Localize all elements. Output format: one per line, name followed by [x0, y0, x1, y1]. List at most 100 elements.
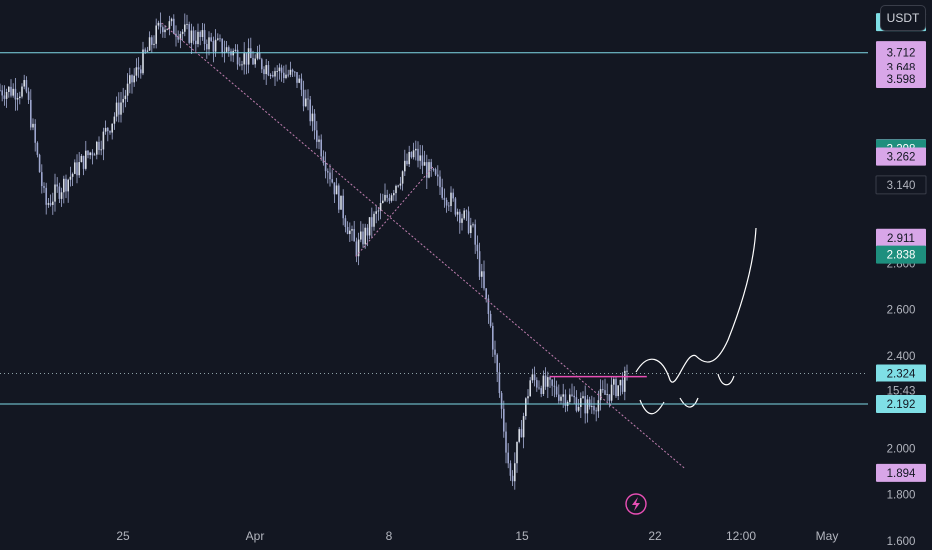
candle-body — [626, 370, 628, 372]
candle-body — [252, 57, 254, 65]
candle-body — [3, 95, 6, 99]
candle-body — [531, 374, 534, 381]
currency-button[interactable]: USDT — [880, 5, 926, 31]
candle-body — [386, 194, 388, 198]
candle-body — [115, 102, 118, 117]
candle-body — [184, 24, 186, 32]
y-tick-label: 2.000 — [887, 443, 916, 455]
price-label: 3.712 — [887, 48, 916, 60]
candle-body — [604, 390, 606, 395]
candle-body — [58, 186, 61, 199]
candle-body — [203, 30, 206, 45]
price-label: 2.838 — [887, 250, 916, 262]
candle-body — [331, 179, 333, 183]
candle-body — [164, 29, 166, 33]
candle-body — [82, 155, 85, 169]
candle-body — [395, 185, 397, 194]
candle-body — [514, 463, 516, 482]
candle-body — [344, 218, 347, 227]
candle-body — [349, 230, 351, 234]
candle-body — [595, 410, 597, 412]
time-axis[interactable]: 25 Apr 8 15 22 12:00 May — [116, 529, 838, 543]
candle-body — [126, 83, 129, 96]
candle-body — [415, 148, 417, 151]
candle-body — [230, 51, 232, 56]
candle-body — [190, 30, 193, 43]
candle-body — [357, 239, 360, 257]
candle-body — [375, 211, 377, 214]
price-axis[interactable]: 3.7002.8002.6002.4002.0001.8001.6003.844… — [868, 0, 932, 550]
candle-body — [305, 98, 307, 107]
candle-body — [399, 183, 402, 186]
candle-body — [118, 102, 120, 115]
candle-body — [454, 198, 457, 215]
candle-body — [91, 152, 94, 156]
candle-body — [434, 169, 437, 175]
candle-body — [49, 203, 52, 205]
candle-body — [569, 394, 571, 402]
candle-body — [597, 400, 600, 412]
drawing-overlays — [0, 22, 868, 470]
candle-body — [353, 229, 355, 242]
candle-body — [599, 389, 602, 401]
candle-body — [327, 171, 329, 173]
candle-body — [107, 127, 109, 132]
candle-body — [377, 210, 380, 212]
candle-body — [456, 211, 459, 215]
price-label: 2.911 — [887, 233, 915, 245]
candle-body — [371, 217, 373, 227]
candle-body — [283, 72, 285, 79]
x-tick-label: 15 — [515, 529, 529, 543]
candle-body — [78, 162, 80, 176]
candle-body — [474, 224, 476, 245]
lightning-icon[interactable] — [625, 493, 647, 515]
candle-body — [500, 393, 503, 409]
candle-body — [397, 185, 399, 187]
candle-body — [432, 169, 435, 170]
x-tick-label: 22 — [648, 529, 662, 543]
candle-body — [100, 149, 102, 151]
candle-body — [96, 141, 98, 155]
candle-body — [122, 99, 124, 103]
candle-body — [443, 197, 446, 200]
candle-body — [212, 40, 215, 52]
price-label-bg — [876, 228, 926, 247]
candle-body — [529, 380, 531, 397]
candle-body — [228, 47, 230, 52]
trendline[interactable] — [161, 22, 686, 470]
candle-body — [507, 452, 509, 464]
candle-body — [258, 52, 261, 60]
candle-body — [8, 86, 10, 92]
candle-body — [338, 185, 340, 210]
candle-body — [177, 36, 179, 40]
candle-body — [492, 325, 494, 350]
candle-body — [137, 67, 140, 70]
candle-body — [208, 37, 210, 50]
candle-body — [65, 178, 67, 192]
candle-body — [610, 384, 613, 401]
candle-body — [298, 78, 300, 83]
candle-body — [300, 78, 303, 90]
candle-body — [401, 171, 404, 184]
candle-body — [483, 271, 485, 289]
candle-body — [478, 251, 481, 277]
candle-body — [192, 30, 195, 41]
candle-body — [144, 49, 146, 52]
candle-body — [32, 123, 34, 128]
y-tick-label: 2.400 — [887, 351, 916, 363]
candle-body — [593, 405, 595, 411]
candle-body — [170, 18, 173, 22]
candle-body — [254, 58, 256, 65]
candle-body — [291, 69, 294, 72]
candle-body — [428, 162, 430, 178]
candle-body — [549, 377, 551, 380]
candle-body — [606, 394, 608, 396]
price-label: 15:43 — [887, 386, 916, 398]
candle-body — [461, 218, 463, 223]
candle-body — [555, 386, 558, 395]
candle-body — [426, 162, 428, 178]
candle-body — [421, 155, 424, 166]
candle-body — [368, 217, 371, 236]
